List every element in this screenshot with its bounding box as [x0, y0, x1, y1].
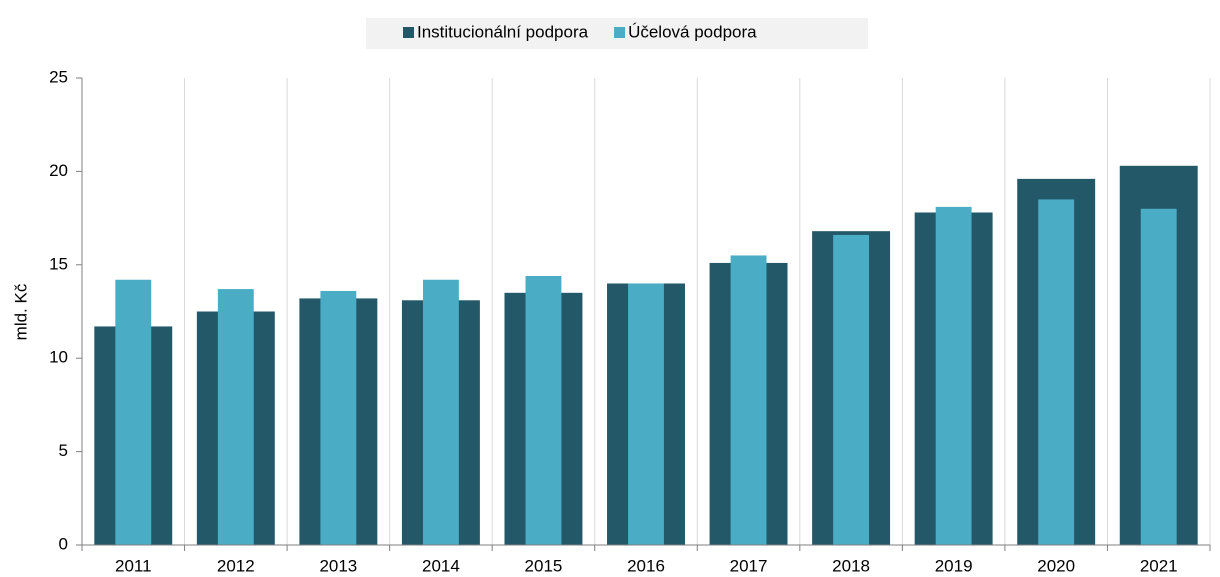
bar — [833, 234, 870, 546]
x-tick-label: 2016 — [627, 556, 665, 575]
bar — [628, 283, 664, 545]
x-tick-label: 2021 — [1140, 556, 1178, 575]
y-tick-label: 5 — [59, 441, 68, 460]
bar — [217, 289, 254, 545]
x-tick-label: 2017 — [730, 556, 768, 575]
legend-swatch — [403, 27, 414, 38]
x-tick-label: 2015 — [525, 556, 563, 575]
bar — [320, 290, 357, 545]
y-axis-label: mld. Kč — [11, 283, 30, 340]
x-tick-label: 2019 — [935, 556, 973, 575]
bar — [115, 279, 152, 545]
bar — [730, 255, 767, 545]
y-tick-label: 15 — [49, 254, 68, 273]
x-tick-label: 2013 — [319, 556, 357, 575]
x-tick-label: 2011 — [115, 556, 152, 575]
y-tick-label: 20 — [49, 161, 68, 180]
bar — [422, 279, 459, 545]
x-tick-label: 2012 — [217, 556, 255, 575]
x-tick-label: 2014 — [422, 556, 460, 575]
bar — [1140, 208, 1177, 545]
legend-label: Účelová podpora — [628, 22, 757, 41]
y-tick-label: 10 — [49, 348, 68, 367]
x-tick-label: 2020 — [1037, 556, 1075, 575]
bar — [1038, 199, 1075, 546]
y-tick-label: 0 — [59, 534, 68, 553]
bar — [935, 206, 972, 545]
legend-swatch — [614, 27, 626, 38]
legend-label: Institucionální podpora — [417, 22, 589, 41]
bar — [525, 276, 562, 545]
y-tick-label: 25 — [49, 67, 68, 86]
x-tick-label: 2018 — [832, 556, 870, 575]
